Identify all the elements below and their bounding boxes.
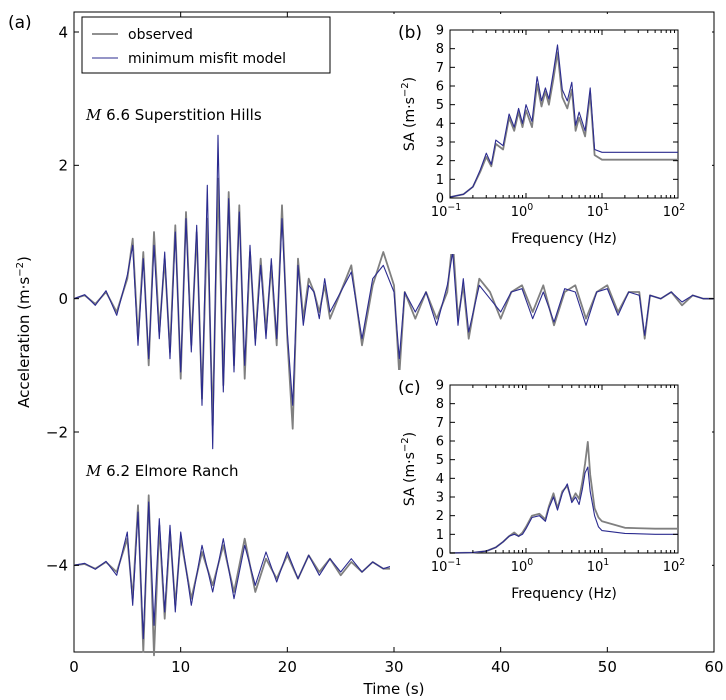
y-axis-label-exp: −2: [15, 262, 26, 277]
y-tick-label: 2: [436, 154, 444, 169]
y-tick-label: 4: [436, 472, 444, 487]
x-tick-label: 102: [663, 557, 686, 575]
inset-b-background: [390, 14, 712, 254]
x-tick-label: 10: [171, 658, 190, 676]
inset-c-y-label-base: SA (m·s: [402, 452, 418, 506]
x-tick-label: 0: [69, 658, 79, 676]
observed-line-a-2: [73, 494, 394, 657]
y-tick-label: 2: [436, 509, 444, 524]
model-line-c-1: [449, 466, 678, 554]
annotation-superstition-hills: M 6.6 Superstition Hills: [85, 106, 262, 124]
annotation-2-italic: M: [85, 462, 102, 480]
main-ticks: 420−2−40 10 20 30 40 50 60: [46, 12, 724, 676]
model-line-a-1: [73, 134, 714, 450]
legend-frame: [81, 16, 331, 74]
annotation-1-text: 6.6 Superstition Hills: [101, 106, 261, 124]
y-tick-label: 8: [436, 42, 444, 57]
inset-c-ticks: 0 1 2 3 4 5 6 7 8 9 10−1 100 101 102: [431, 379, 685, 575]
x-tick-label: 30: [384, 658, 403, 676]
legend-label-model: minimum misfit model: [128, 51, 286, 67]
inset-b-y-label-exp: −2: [400, 82, 411, 97]
y-tick-label: 7: [436, 416, 444, 431]
annotation-1-italic: M: [85, 106, 102, 124]
y-axis-label: Acceleration (m·s−2): [15, 256, 33, 408]
inset-b-y-label-base: SA (m·s: [402, 97, 418, 151]
panel-b: 0 1 2 3 4 5 6 7 8 9 10−1 100 101 102 (b) Frequency (H…: [390, 14, 712, 254]
y-tick-label: 7: [436, 61, 444, 76]
main-series-lines: [73, 134, 714, 657]
y-tick-label: −4: [46, 557, 68, 575]
model-line-b-1: [449, 44, 678, 198]
x-tick-label: 101: [587, 557, 610, 575]
y-tick-label: 3: [436, 491, 444, 506]
y-tick-label: 9: [436, 379, 444, 394]
inset-c-series-lines: [449, 440, 678, 554]
inset-c-y-label: SA (m·s−2): [400, 432, 418, 506]
x-tick-label: 10−1: [431, 557, 461, 575]
x-tick-label: 100: [511, 557, 534, 575]
model-line-a-3: [73, 501, 395, 640]
inset-b-y-label: SA (m·s−2): [400, 77, 418, 151]
x-tick-label: 50: [598, 658, 617, 676]
panel-label-b: (b): [398, 23, 422, 43]
inset-b-axes-frame: [449, 29, 679, 199]
inset-b-series-lines: [449, 44, 678, 198]
y-tick-label: 6: [436, 80, 444, 95]
inset-c-y-label-close: ): [402, 432, 418, 437]
inset-c-x-label: Frequency (Hz): [511, 586, 617, 602]
y-tick-label: 4: [436, 117, 444, 132]
x-tick-label: 101: [587, 202, 610, 220]
y-tick-label: 4: [58, 23, 68, 41]
y-tick-label: 8: [436, 397, 444, 412]
inset-b-y-label-close: ): [402, 77, 418, 82]
x-axis-label: Time (s): [363, 680, 425, 698]
y-tick-label: 5: [436, 98, 444, 113]
y-tick-label: 0: [58, 290, 68, 308]
x-tick-label: 102: [663, 202, 686, 220]
y-axis-label-base: Acceleration (m·s: [15, 277, 33, 408]
y-tick-label: 1: [436, 173, 444, 188]
legend: observed minimum misfit model: [81, 16, 331, 74]
inset-c-background: [390, 370, 712, 608]
annotation-elmore-ranch: M 6.2 Elmore Ranch: [85, 462, 239, 480]
inset-b-x-label: Frequency (Hz): [511, 231, 617, 247]
inset-c-axes-frame: [449, 384, 679, 554]
x-tick-label: 20: [278, 658, 297, 676]
y-tick-label: 6: [436, 435, 444, 450]
y-tick-label: 2: [58, 157, 68, 175]
annotation-2-text: 6.2 Elmore Ranch: [101, 462, 238, 480]
inset-b-ticks: 0 1 2 3 4 5 6 7 8 9 10−1 100 101 102: [431, 24, 685, 220]
x-tick-label: 60: [704, 658, 723, 676]
x-tick-label: 100: [511, 202, 534, 220]
y-tick-label: 3: [436, 136, 444, 151]
y-tick-label: 1: [436, 528, 444, 543]
panel-label-c: (c): [398, 378, 421, 398]
y-tick-label: −2: [46, 423, 68, 441]
y-tick-label: 5: [436, 453, 444, 468]
inset-c-y-label-exp: −2: [400, 437, 411, 452]
y-tick-label: 0: [436, 192, 444, 207]
y-tick-label: 9: [436, 24, 444, 39]
y-tick-label: 0: [436, 547, 444, 562]
legend-label-observed: observed: [128, 27, 193, 43]
x-tick-label: 10−1: [431, 202, 461, 220]
panel-a: 420−2−40 10 20 30 40 50 60 (a) Time (s) Accele…: [8, 11, 724, 698]
panel-c: 0 1 2 3 4 5 6 7 8 9 10−1 100 101 102 (c) Frequency (H…: [390, 370, 712, 608]
y-axis-label-close: ): [15, 256, 33, 262]
x-tick-label: 40: [491, 658, 510, 676]
panel-label-a: (a): [8, 13, 32, 33]
